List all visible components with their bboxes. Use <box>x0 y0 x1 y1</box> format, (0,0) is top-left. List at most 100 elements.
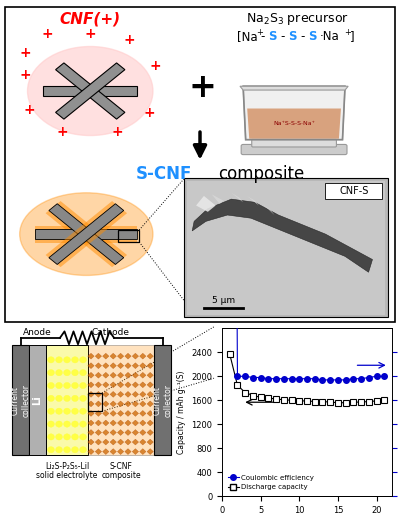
Text: +: + <box>84 27 96 41</box>
Polygon shape <box>49 204 124 265</box>
Circle shape <box>64 421 70 427</box>
Polygon shape <box>95 353 102 359</box>
Polygon shape <box>118 391 124 397</box>
Polygon shape <box>110 410 116 416</box>
Polygon shape <box>88 382 94 388</box>
Text: -: - <box>261 31 265 43</box>
Polygon shape <box>147 363 154 369</box>
Text: ·Na: ·Na <box>320 31 339 43</box>
Polygon shape <box>95 372 102 378</box>
Polygon shape <box>35 225 137 242</box>
Text: Li₂S-P₂S₅-LiI: Li₂S-P₂S₅-LiI <box>45 462 89 471</box>
Polygon shape <box>125 449 131 454</box>
Text: composite: composite <box>101 471 141 480</box>
Polygon shape <box>125 382 131 388</box>
Polygon shape <box>46 201 127 267</box>
Text: CNF-S: CNF-S <box>339 186 369 196</box>
Text: S-CNF: S-CNF <box>135 165 192 183</box>
Polygon shape <box>147 420 154 426</box>
Polygon shape <box>88 363 94 369</box>
Polygon shape <box>140 439 146 445</box>
Text: S: S <box>288 31 297 43</box>
Circle shape <box>72 447 78 453</box>
Circle shape <box>56 447 62 453</box>
Bar <box>46 345 88 455</box>
Text: +: + <box>20 68 31 82</box>
Circle shape <box>56 408 62 414</box>
Polygon shape <box>102 449 109 454</box>
Circle shape <box>64 383 70 389</box>
Polygon shape <box>102 363 109 369</box>
Bar <box>29 345 46 455</box>
Polygon shape <box>147 382 154 388</box>
Polygon shape <box>140 372 146 378</box>
Legend: Coulombic efficiency, Discharge capacity: Coulombic efficiency, Discharge capacity <box>226 472 317 493</box>
Text: [Na: [Na <box>237 31 258 43</box>
Polygon shape <box>118 449 124 454</box>
Polygon shape <box>132 410 138 416</box>
Text: Cathode: Cathode <box>91 328 129 337</box>
Polygon shape <box>110 391 116 397</box>
Polygon shape <box>110 420 116 426</box>
Polygon shape <box>132 401 138 407</box>
Circle shape <box>48 370 54 376</box>
Text: +: + <box>143 107 155 120</box>
Text: Na⁺S-S-S·Na⁺: Na⁺S-S-S·Na⁺ <box>273 121 315 126</box>
Polygon shape <box>140 382 146 388</box>
Bar <box>187 180 386 314</box>
Polygon shape <box>110 430 116 435</box>
Ellipse shape <box>20 193 153 276</box>
Polygon shape <box>43 86 137 96</box>
Polygon shape <box>102 353 109 359</box>
Circle shape <box>64 434 70 440</box>
Circle shape <box>56 357 62 363</box>
Text: ]: ] <box>350 31 355 43</box>
Polygon shape <box>49 204 124 265</box>
Polygon shape <box>118 372 124 378</box>
Polygon shape <box>140 353 146 359</box>
Circle shape <box>48 447 54 453</box>
Polygon shape <box>95 401 102 407</box>
Circle shape <box>80 383 86 389</box>
Text: +: + <box>188 71 216 104</box>
Polygon shape <box>140 410 146 416</box>
Bar <box>154 345 171 455</box>
Polygon shape <box>132 372 138 378</box>
Circle shape <box>80 447 86 453</box>
Circle shape <box>80 434 86 440</box>
Text: solid electrolyte: solid electrolyte <box>36 471 98 480</box>
Polygon shape <box>95 439 102 445</box>
Polygon shape <box>132 430 138 435</box>
Circle shape <box>48 421 54 427</box>
Polygon shape <box>132 439 138 445</box>
Polygon shape <box>140 363 146 369</box>
Polygon shape <box>56 63 125 119</box>
Polygon shape <box>125 420 131 426</box>
Circle shape <box>56 421 62 427</box>
Polygon shape <box>118 420 124 426</box>
Text: S-CNF: S-CNF <box>110 462 132 471</box>
Circle shape <box>72 396 78 402</box>
Polygon shape <box>140 391 146 397</box>
Circle shape <box>64 370 70 376</box>
Polygon shape <box>102 420 109 426</box>
Text: -: - <box>280 31 285 43</box>
Polygon shape <box>231 193 243 202</box>
Polygon shape <box>102 430 109 435</box>
Polygon shape <box>147 449 154 454</box>
Polygon shape <box>118 382 124 388</box>
Text: Current
collector: Current collector <box>11 384 30 417</box>
Polygon shape <box>88 372 94 378</box>
Polygon shape <box>118 430 124 435</box>
Circle shape <box>72 434 78 440</box>
Circle shape <box>48 434 54 440</box>
Polygon shape <box>125 391 131 397</box>
Text: +: + <box>112 125 124 140</box>
Polygon shape <box>140 401 146 407</box>
Circle shape <box>48 357 54 363</box>
Polygon shape <box>147 430 154 435</box>
Polygon shape <box>240 86 348 90</box>
Circle shape <box>56 396 62 402</box>
Polygon shape <box>46 201 127 267</box>
Text: S: S <box>269 31 277 43</box>
